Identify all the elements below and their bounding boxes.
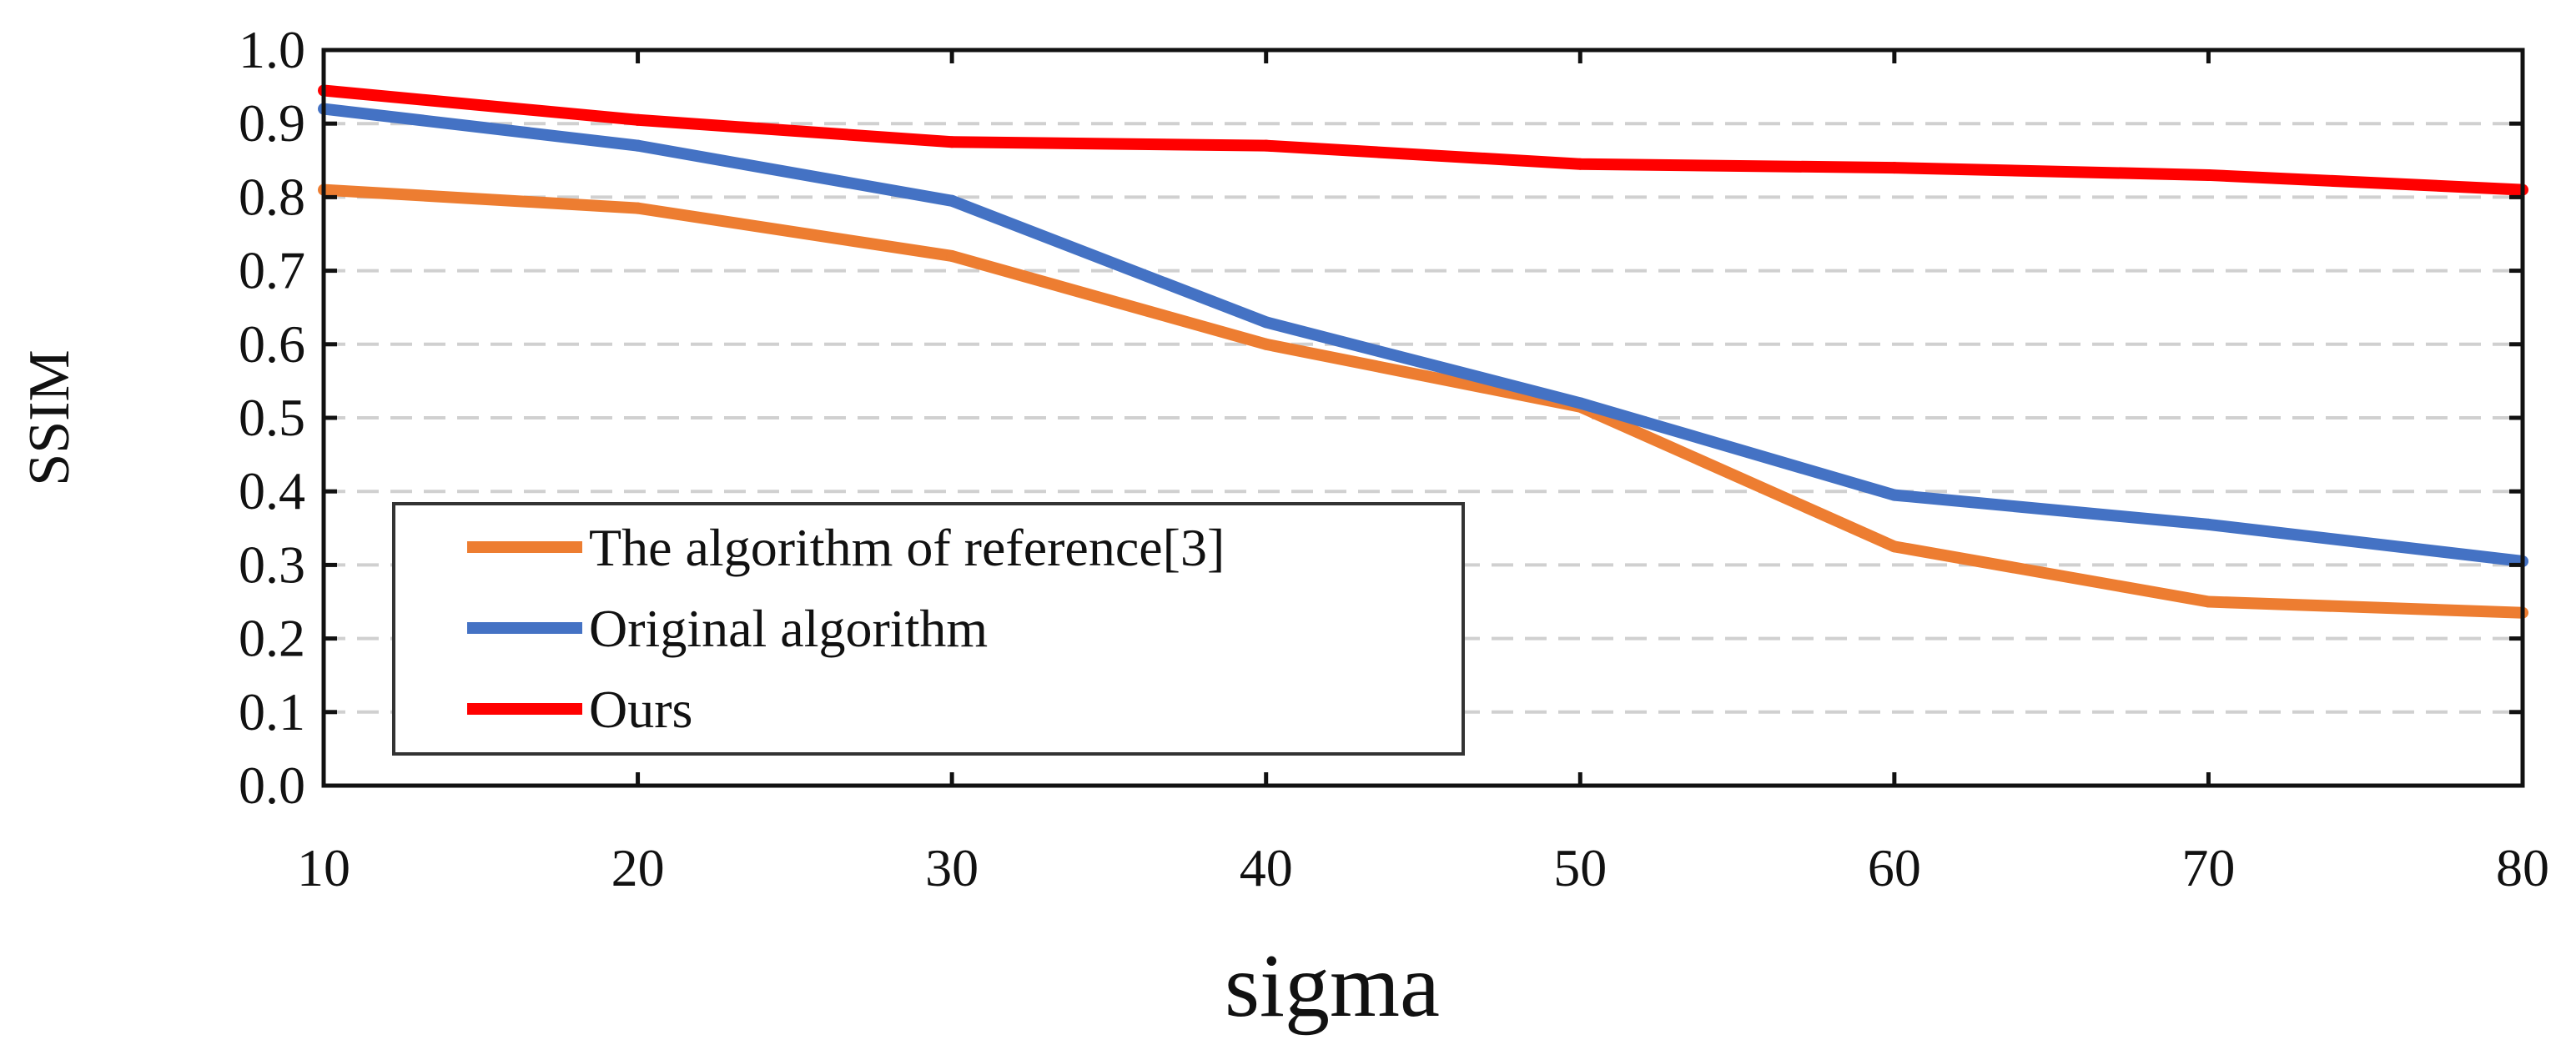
data-point-s1-6	[2202, 518, 2215, 530]
y-tick-label: 0.9	[239, 93, 305, 153]
x-tick-label: 80	[2496, 838, 2549, 897]
y-tick-label: 0.7	[239, 241, 305, 300]
legend-label-0: The algorithm of reference[3]	[589, 518, 1225, 577]
legend-label-2: Ours	[589, 680, 692, 739]
data-point-s2-6	[2202, 168, 2215, 181]
data-point-s2-3	[1260, 139, 1272, 152]
x-tick-label: 20	[611, 838, 665, 897]
series-line-1	[323, 103, 2523, 567]
data-point-s1-4	[1574, 397, 1587, 409]
y-tick-label: 0.8	[239, 167, 305, 226]
legend: The algorithm of reference[3] Original al…	[392, 502, 1465, 756]
data-point-s0-1	[631, 202, 644, 214]
legend-label-1: Original algorithm	[589, 599, 988, 658]
x-axis-title: sigma	[1225, 937, 1440, 1036]
data-point-s2-5	[1888, 162, 1900, 174]
data-point-s0-2	[946, 249, 958, 262]
data-point-s1-5	[1888, 489, 1900, 501]
x-tick-label: 70	[2181, 838, 2235, 897]
data-point-s0-5	[1888, 540, 1900, 553]
series-line-2	[323, 84, 2523, 196]
y-tick-label: 0.4	[239, 461, 305, 520]
series-line-0	[323, 183, 2523, 619]
x-tick-label: 10	[297, 838, 350, 897]
data-point-s0-3	[1260, 338, 1272, 350]
data-point-s1-3	[1260, 316, 1272, 329]
x-tick-label: 30	[925, 838, 979, 897]
data-point-s2-1	[631, 113, 644, 126]
data-point-s2-2	[946, 136, 958, 148]
y-axis-title: SSIM	[18, 349, 82, 485]
x-tick-label: 50	[1553, 838, 1607, 897]
y-tick-label: 0.2	[239, 609, 305, 668]
y-tick-label: 0.6	[239, 314, 305, 374]
x-tick-label: 60	[1868, 838, 1921, 897]
y-tick-label: 1.0	[239, 20, 305, 79]
y-tick-label: 0.1	[239, 682, 305, 741]
data-point-s1-2	[946, 194, 958, 207]
y-tick-label: 0.5	[239, 388, 305, 447]
data-point-s2-4	[1574, 158, 1587, 170]
x-tick-label: 40	[1240, 838, 1293, 897]
data-point-s1-1	[631, 139, 644, 152]
series-lines	[318, 84, 2528, 619]
y-tick-label: 0.3	[239, 535, 305, 594]
y-tick-label: 0.0	[239, 756, 305, 815]
data-point-s0-6	[2202, 595, 2215, 608]
axis-ticks: 0.0 0.1 0.2 0.3 0.4 0.5 0.6 0.7 0.8 0.9 1.0 10 20 30 4…	[239, 20, 2549, 897]
